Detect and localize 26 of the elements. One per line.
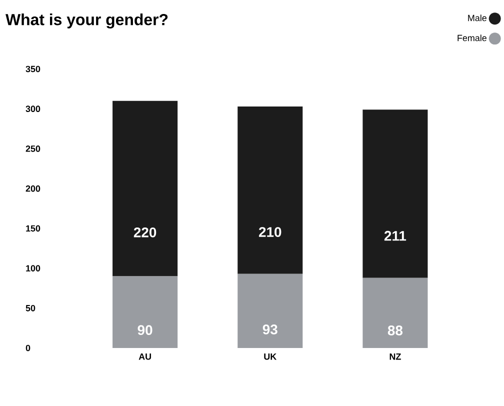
data-label: 88 <box>388 326 403 336</box>
data-label: 211 <box>384 230 406 241</box>
bar <box>112 100 178 276</box>
bar <box>238 274 303 348</box>
x-tick-label: UK <box>264 354 277 360</box>
y-tick-label: 100 <box>26 265 40 272</box>
data-label: 93 <box>262 324 278 334</box>
data-label: 90 <box>138 325 152 336</box>
y-tick-label: 300 <box>26 106 40 112</box>
data-label: 220 <box>134 227 156 238</box>
data-label: 210 <box>258 227 282 237</box>
y-tick-label: 50 <box>26 304 36 312</box>
bar <box>362 110 428 278</box>
bar <box>112 276 178 348</box>
x-tick-label: AU <box>138 354 151 360</box>
y-tick-label: 150 <box>26 225 40 232</box>
bar <box>238 106 303 274</box>
y-tick-label: 0 <box>26 344 30 352</box>
x-tick-label: NZ <box>390 354 401 360</box>
chart-title: What is your gender? <box>6 14 168 28</box>
legend-label: Female <box>458 34 486 42</box>
y-tick-label: 350 <box>26 66 40 72</box>
bar <box>362 278 428 348</box>
y-tick-label: 250 <box>26 146 40 152</box>
legend-label: Male <box>468 14 486 22</box>
y-tick-label: 200 <box>26 185 40 192</box>
